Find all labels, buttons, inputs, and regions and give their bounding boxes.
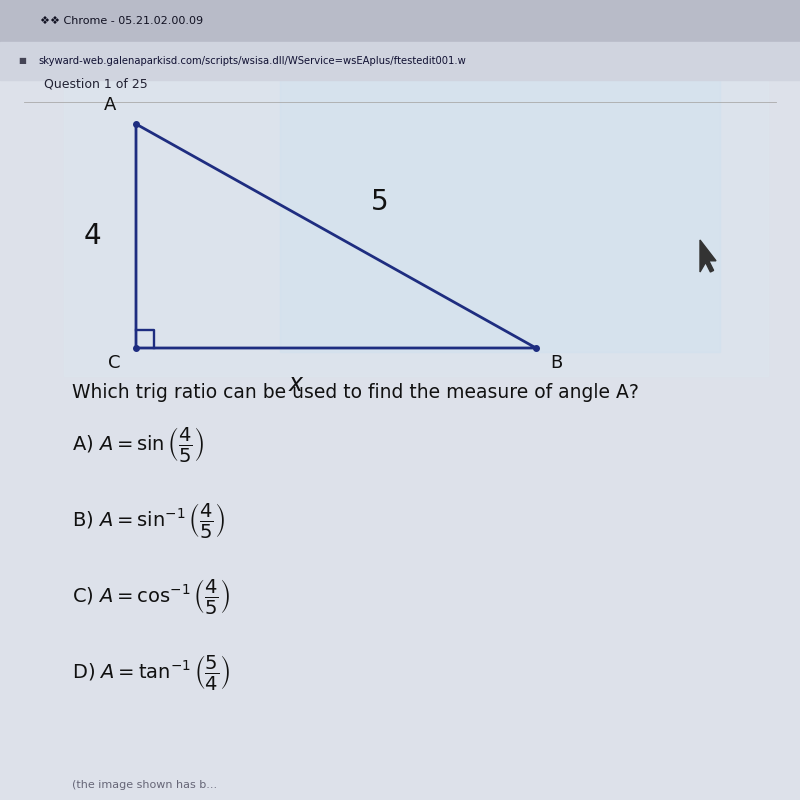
Text: B: B [550, 354, 562, 373]
Text: skyward-web.galenaparkisd.com/scripts/wsisa.dll/WService=wsEAplus/ftestedit001.w: skyward-web.galenaparkisd.com/scripts/ws… [38, 56, 466, 66]
Bar [280, 72, 720, 352]
Text: ❖❖ Chrome - 05.21.02.00.09: ❖❖ Chrome - 05.21.02.00.09 [40, 16, 203, 26]
Bar [0, 80, 800, 800]
Text: Which trig ratio can be used to find the measure of angle A?: Which trig ratio can be used to find the… [72, 382, 639, 402]
Text: C) $A = \cos^{-1} \left(\dfrac{4}{5}\right)$: C) $A = \cos^{-1} \left(\dfrac{4}{5}\rig… [72, 577, 230, 615]
Text: B) $A = \sin^{-1} \left(\dfrac{4}{5}\right)$: B) $A = \sin^{-1} \left(\dfrac{4}{5}\rig… [72, 501, 225, 539]
Text: ■: ■ [18, 56, 26, 66]
Text: A: A [104, 96, 116, 114]
Text: (the image shown has b...: (the image shown has b... [72, 781, 217, 790]
Bar [0, 42, 800, 80]
Text: 4: 4 [83, 222, 101, 250]
Text: 5: 5 [371, 188, 389, 216]
Text: A) $A = \sin \left(\dfrac{4}{5}\right)$: A) $A = \sin \left(\dfrac{4}{5}\right)$ [72, 425, 204, 463]
Text: C: C [107, 354, 120, 373]
Bar [0, 0, 800, 42]
Bar [64, 56, 768, 376]
Text: x: x [289, 372, 303, 396]
Text: D) $A = \tan^{-1} \left(\dfrac{5}{4}\right)$: D) $A = \tan^{-1} \left(\dfrac{5}{4}\rig… [72, 653, 230, 691]
Polygon shape [700, 240, 716, 272]
Text: Question 1 of 25: Question 1 of 25 [44, 78, 148, 90]
